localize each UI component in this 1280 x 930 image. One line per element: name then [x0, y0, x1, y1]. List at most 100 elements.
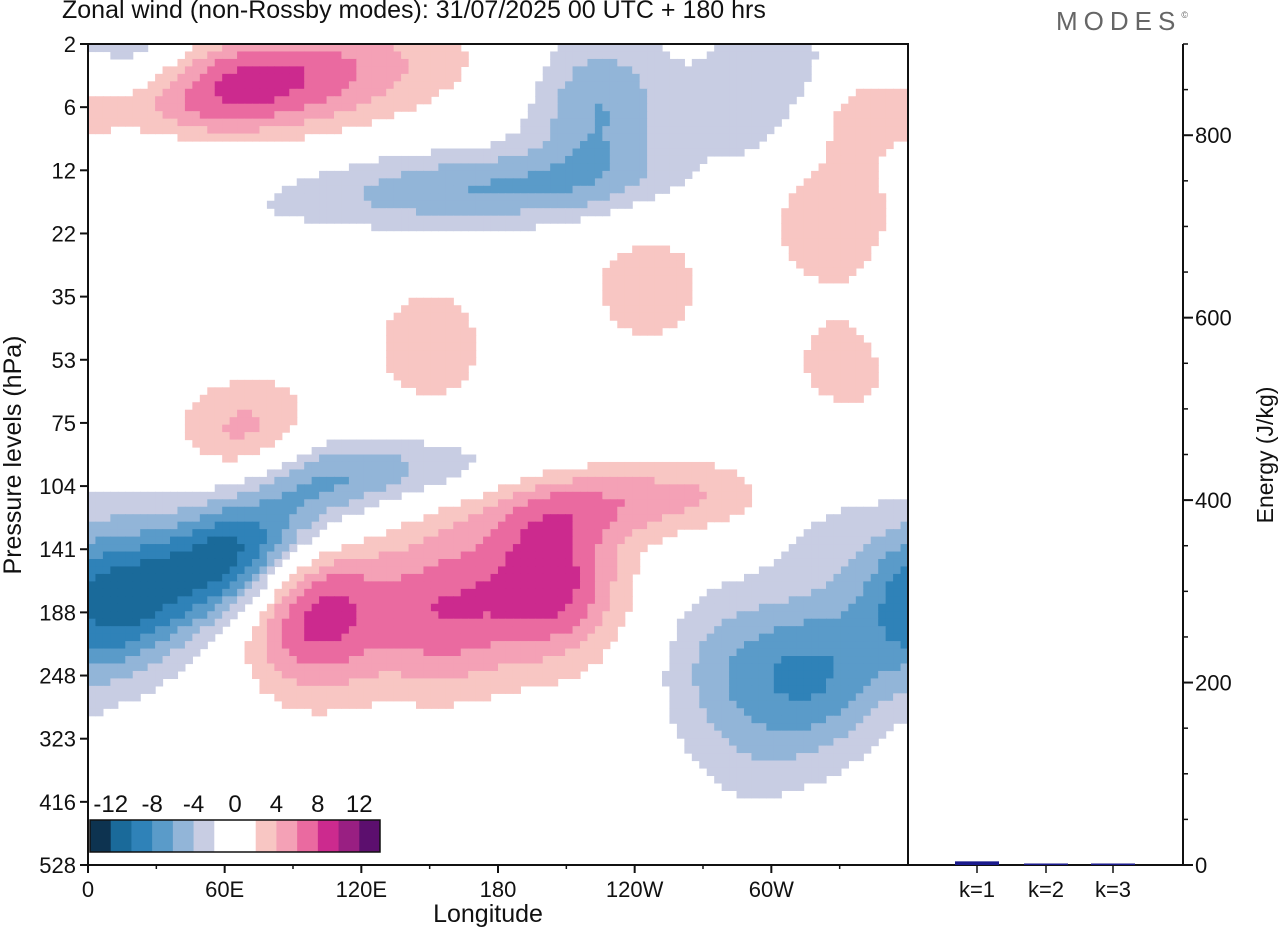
heatmap-cell [729, 611, 738, 620]
heatmap-cell [848, 342, 857, 351]
heatmap-cell [550, 663, 559, 672]
heatmap-cell [885, 133, 894, 142]
heatmap-cell [334, 663, 343, 672]
heatmap-cell [326, 491, 335, 500]
heatmap-cell [609, 44, 618, 53]
heatmap-cell [423, 364, 432, 373]
heatmap-cell [132, 544, 141, 553]
heatmap-cell [587, 66, 596, 75]
heatmap-cell [348, 447, 357, 456]
heatmap-cell [237, 44, 246, 53]
heatmap-cell [266, 626, 275, 635]
heatmap-cell [274, 111, 283, 120]
heatmap-cell [222, 581, 231, 590]
heatmap-cell [706, 633, 715, 642]
heatmap-cell [624, 551, 633, 560]
heatmap-cell [244, 111, 253, 120]
heatmap-cell [721, 581, 730, 590]
heatmap-cell [885, 656, 894, 665]
heatmap-cell [855, 626, 864, 635]
heatmap-cell [334, 215, 343, 224]
heatmap-cell [401, 588, 410, 597]
heatmap-cell [818, 641, 827, 650]
heatmap-cell [550, 58, 559, 67]
heatmap-cell [334, 111, 343, 120]
heatmap-cell [669, 133, 678, 142]
heatmap-cell [609, 558, 618, 568]
heatmap-cell [438, 611, 447, 620]
heatmap-cell [818, 618, 827, 627]
heatmap-cell [721, 626, 730, 635]
heatmap-cell [662, 133, 671, 142]
heatmap-cell [341, 208, 350, 217]
heatmap-cell [788, 603, 797, 612]
heatmap-cell [557, 133, 566, 142]
heatmap-cell [378, 670, 387, 680]
heatmap-cell [445, 536, 454, 545]
heatmap-cell [229, 491, 238, 500]
heatmap-cell [550, 193, 559, 202]
heatmap-cell [803, 626, 812, 635]
heatmap-cell [184, 573, 193, 582]
heatmap-cell [416, 208, 425, 217]
heatmap-cell [758, 44, 767, 53]
heatmap-cell [155, 521, 164, 530]
heatmap-cell [602, 618, 611, 627]
heatmap-cell [691, 58, 700, 67]
heatmap-cell [527, 670, 536, 680]
heatmap-cell [319, 499, 328, 508]
heatmap-cell [602, 126, 611, 135]
heatmap-cell [796, 544, 805, 553]
heatmap-cell [237, 387, 246, 396]
heatmap-cell [878, 558, 887, 568]
heatmap-cell [751, 88, 760, 97]
heatmap-cell [542, 126, 551, 135]
heatmap-cell [296, 581, 305, 590]
heatmap-cell [393, 215, 402, 224]
heatmap-cell [125, 633, 134, 642]
heatmap-cell [498, 558, 507, 568]
heatmap-cell [311, 208, 320, 217]
heatmap-cell [520, 596, 529, 605]
heatmap-cell [811, 566, 820, 575]
heatmap-cell [125, 648, 134, 657]
heatmap-cell [706, 103, 715, 112]
heatmap-cell [468, 685, 477, 694]
heatmap-cell [468, 208, 477, 217]
heatmap-cell [826, 521, 835, 530]
heatmap-cell [676, 633, 685, 642]
heatmap-cell [662, 88, 671, 97]
heatmap-cell [460, 633, 469, 642]
heatmap-cell [587, 506, 596, 515]
heatmap-cell [587, 469, 596, 478]
heatmap-cell [669, 499, 678, 508]
heatmap-cell [550, 476, 559, 485]
heatmap-cell [565, 611, 574, 620]
heatmap-cell [729, 693, 738, 702]
heatmap-cell [110, 656, 119, 665]
heatmap-cell [207, 611, 216, 620]
heatmap-cell [125, 491, 134, 500]
heatmap-cell [639, 290, 648, 299]
heatmap-cell [594, 58, 603, 67]
heatmap-cell [863, 111, 872, 120]
heatmap-cell [371, 693, 380, 702]
heatmap-cell [744, 618, 753, 627]
heatmap-cell [214, 611, 223, 620]
heatmap-cell [430, 387, 439, 396]
heatmap-cell [319, 603, 328, 612]
heatmap-cell [818, 215, 827, 224]
heatmap-cell [140, 670, 149, 680]
heatmap-cell [386, 447, 395, 456]
heatmap-cell [833, 170, 842, 179]
heatmap-cell [266, 432, 275, 441]
heatmap-cell [483, 499, 492, 508]
heatmap-cell [520, 633, 529, 642]
heatmap-cell [430, 476, 439, 485]
heatmap-cell [386, 96, 395, 105]
heatmap-cell [505, 656, 514, 665]
heatmap-cell [132, 521, 141, 530]
heatmap-cell [706, 618, 715, 627]
heatmap-cell [676, 476, 685, 485]
heatmap-cell [140, 88, 149, 97]
